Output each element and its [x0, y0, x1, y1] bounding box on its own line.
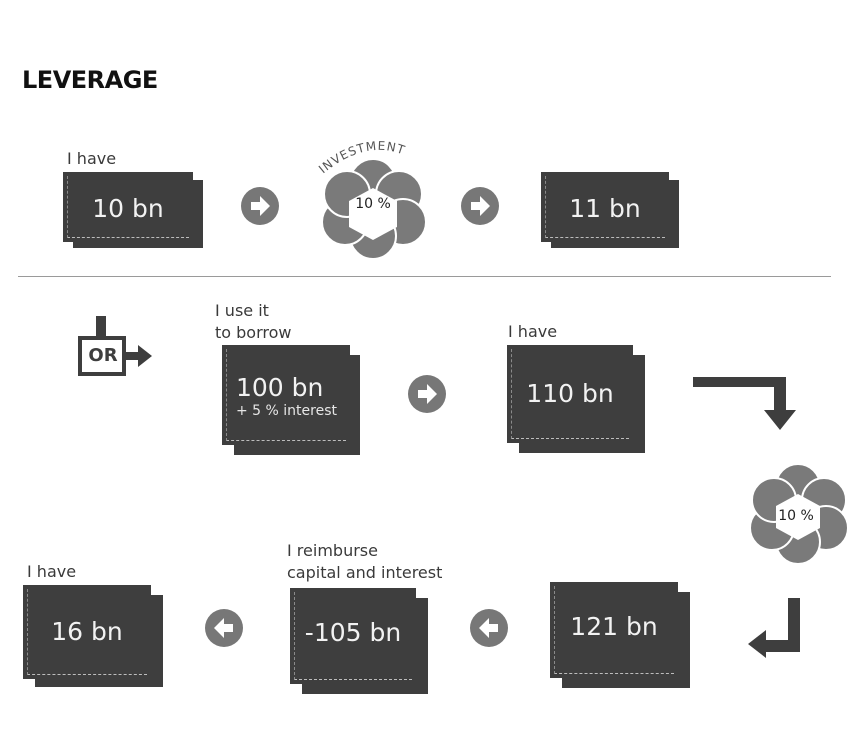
page-title: LEVERAGE — [22, 66, 158, 94]
bill-amount: 16 bn — [51, 617, 123, 646]
bill-interest: + 5 % interest — [236, 403, 338, 419]
rate-label: 10 % — [355, 196, 391, 212]
arrow-turn-left-icon — [746, 596, 806, 658]
bill-amount: 10 bn — [92, 194, 164, 223]
growth-flower-icon: 10 % — [744, 460, 856, 570]
arrow-right-icon — [241, 187, 279, 225]
reimburse-note: I reimburse capital and interest — [287, 541, 443, 582]
row2-have-label: I have — [508, 322, 558, 341]
arrow-turn-down-icon — [690, 374, 808, 432]
borrow-note: I use it to borrow — [215, 301, 292, 342]
bill-amount: -105 bn — [304, 618, 402, 647]
bill-amount: 121 bn — [570, 612, 658, 641]
rate-label: 10 % — [778, 508, 814, 524]
arrow-right-icon — [461, 187, 499, 225]
arrow-left-icon — [205, 609, 243, 647]
investment-flower-icon: INVESTMENT 10 % — [313, 138, 433, 263]
bill-amount: 100 bn — [236, 373, 324, 402]
or-branch-icon: OR — [76, 316, 156, 378]
row1-have-label: I have — [67, 149, 117, 168]
bill-amount: 110 bn — [526, 379, 614, 408]
divider — [18, 276, 831, 277]
arrow-left-icon — [470, 609, 508, 647]
arrow-right-icon — [408, 375, 446, 413]
or-label: OR — [88, 345, 118, 366]
row3-have-label: I have — [27, 562, 77, 581]
bill-amount: 11 bn — [569, 194, 641, 223]
